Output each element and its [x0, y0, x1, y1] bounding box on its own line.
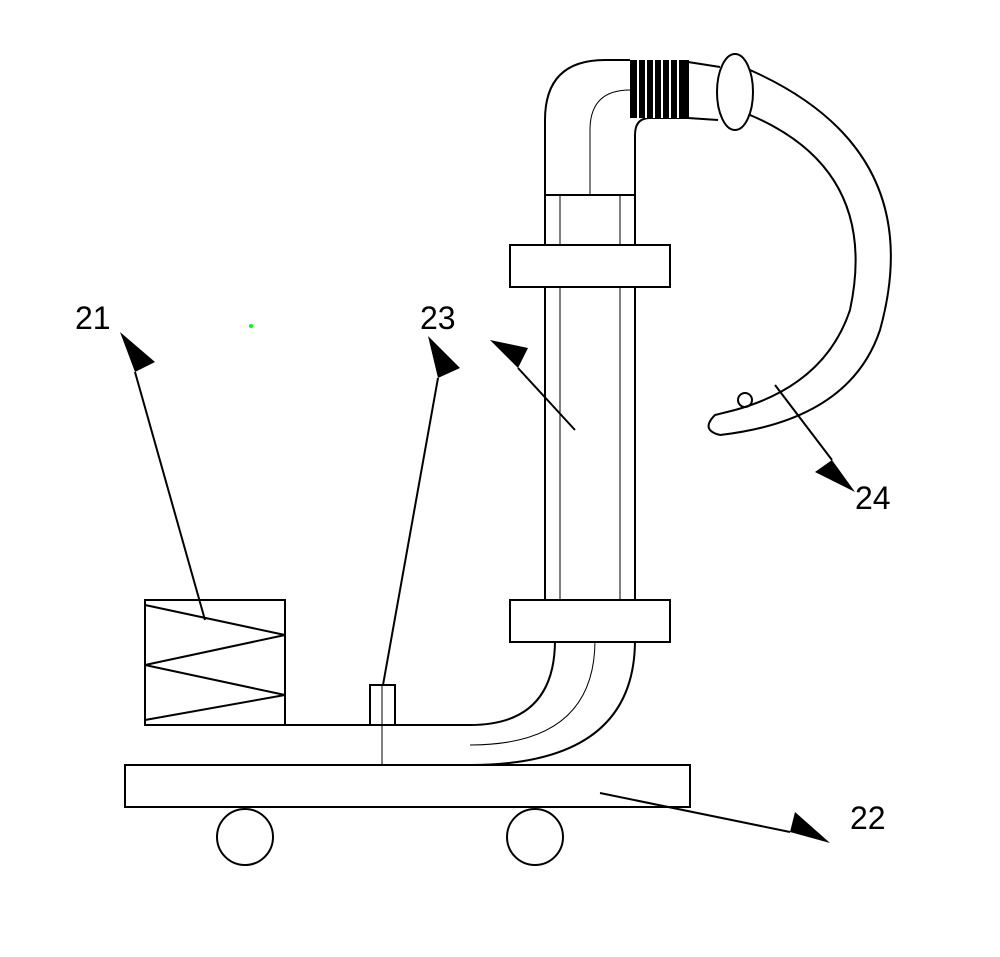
- arrow-22: [600, 793, 830, 843]
- arrow-23a: [383, 336, 460, 685]
- annotation-dot: [249, 324, 253, 328]
- upper-collar: [510, 245, 670, 287]
- base-platform: [125, 765, 690, 807]
- curved-arm-outer: [720, 70, 891, 435]
- horizontal-pipe: [125, 725, 470, 765]
- label-23: 23: [420, 300, 456, 337]
- wheel-right: [507, 809, 563, 865]
- label-24: 24: [855, 480, 891, 517]
- curved-arm-inner: [735, 115, 856, 410]
- arrow-24: [775, 385, 855, 492]
- curved-arm-tip-circle: [738, 393, 752, 407]
- pipe-after-block-top: [688, 62, 720, 67]
- arrow-21: [120, 332, 205, 620]
- top-elbow-mid: [590, 90, 630, 195]
- pipe-bend-mid: [470, 640, 595, 745]
- pipe-bend-inner: [470, 640, 555, 725]
- top-elbow-outer: [545, 60, 630, 195]
- component-21-box: [145, 600, 285, 725]
- label-21: 21: [75, 300, 111, 337]
- pipe-bend-outer: [470, 640, 635, 765]
- valve-ellipse: [717, 54, 753, 130]
- curved-arm-tip: [709, 410, 735, 435]
- label-22: 22: [850, 800, 886, 837]
- lower-collar: [510, 600, 670, 642]
- pipe-after-block-bottom: [688, 118, 718, 120]
- wheel-left: [217, 809, 273, 865]
- component-21-zigzag: [145, 605, 285, 720]
